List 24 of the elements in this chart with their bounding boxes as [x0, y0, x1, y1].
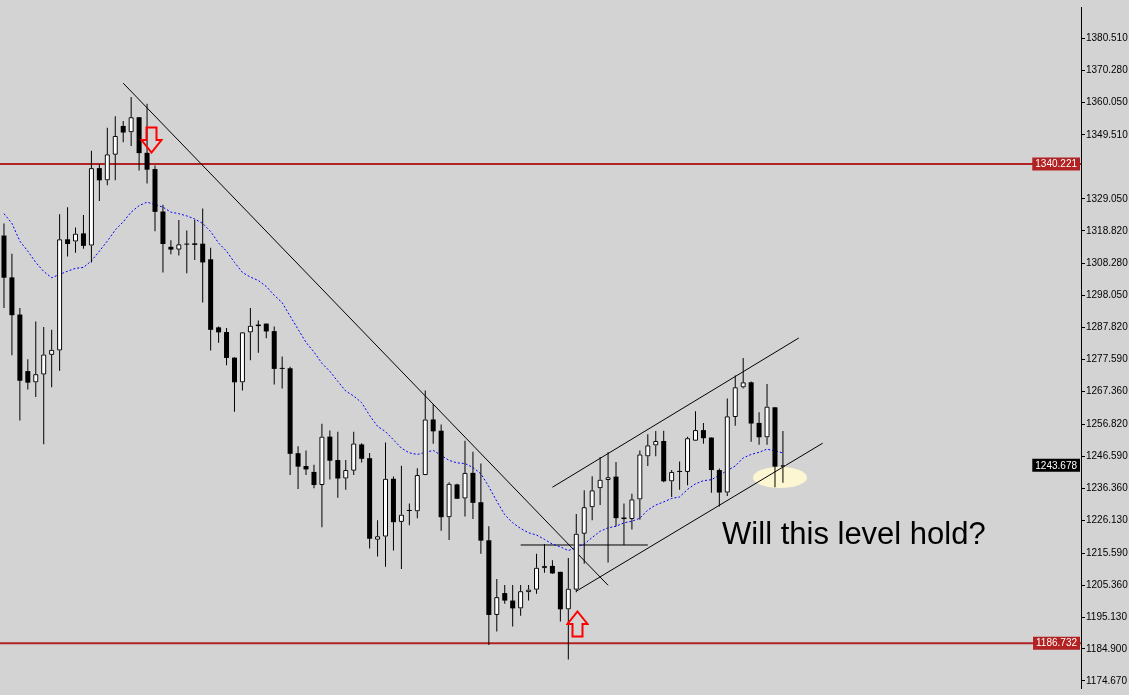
y-tick-label: 1277.590: [1086, 353, 1129, 365]
y-tick-label: 1380.510: [1086, 31, 1129, 43]
y-tick-label: 1349.510: [1086, 128, 1129, 140]
y-tick-label: 1267.360: [1086, 385, 1129, 397]
annotation: Will this level hold?: [722, 516, 986, 552]
ref-line-label: 1340.221: [1035, 158, 1078, 170]
y-tick-label: 1215.590: [1086, 546, 1129, 558]
y-tick-label: 1195.130: [1086, 610, 1128, 622]
y-tick-label: 1298.050: [1086, 289, 1129, 301]
y-tick-label: 1287.820: [1086, 321, 1129, 333]
y-tick-label: 1318.820: [1086, 224, 1129, 236]
ref-line-label: 1186.732: [1036, 637, 1078, 649]
y-tick-label: 1236.360: [1086, 482, 1129, 494]
annotation: 1243.678: [1035, 459, 1078, 471]
y-tick-label: 1184.900: [1086, 642, 1128, 654]
y-tick-label: 1226.130: [1086, 513, 1129, 525]
y-tick-label: 1256.820: [1086, 418, 1129, 430]
y-tick-label: 1246.590: [1086, 450, 1129, 462]
y-tick-label: 1174.670: [1086, 674, 1128, 686]
y-tick-label: 1360.050: [1086, 95, 1129, 107]
y-tick-label: 1329.050: [1086, 192, 1129, 204]
y-tick-label: 1370.280: [1086, 63, 1129, 75]
y-tick-label: 1205.360: [1086, 578, 1129, 590]
y-tick-label: 1308.280: [1086, 257, 1129, 269]
